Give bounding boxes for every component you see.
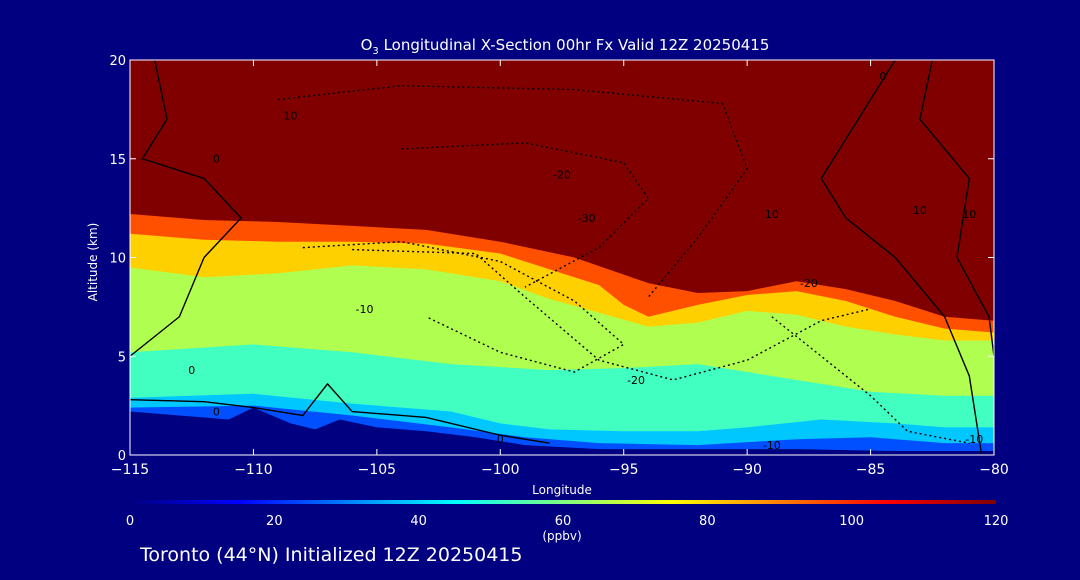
contour-label-3: -30 (578, 212, 596, 225)
colorbar-tick-label-5: 100 (839, 514, 864, 529)
plot-area: 10 0 -20 -30 -10 -20 -20 -10 10 0 0 0 10 10 0 -10 (130, 60, 994, 455)
contour-label-0: 10 (283, 109, 297, 122)
contour-label-1: 0 (213, 153, 220, 166)
contour-label-8: 10 (765, 208, 779, 221)
colorbar-tick-label-6: 120 (984, 514, 1009, 529)
x-tick-label-6: −85 (856, 462, 886, 478)
colorbar-ticks: 0 20 40 60 80 100 120 (126, 514, 1009, 529)
contour-label-9: 0 (188, 364, 195, 377)
x-tick-label-7: −80 (979, 462, 1009, 478)
colorbar-tick-label-3: 60 (555, 514, 572, 529)
contour-label-5: -20 (627, 374, 645, 387)
contour-line-4 (278, 84, 748, 298)
terrain-mask (130, 407, 994, 455)
y-tick-label-4: 20 (109, 54, 126, 69)
x-tick-label-0: −115 (111, 462, 149, 478)
contour-label-15: -10 (965, 433, 983, 446)
contour-label-10: 0 (213, 406, 220, 419)
title-o: O (361, 36, 373, 54)
x-tick-label-4: −95 (609, 462, 639, 478)
y-axis-label: Altitude (km) (86, 223, 100, 302)
title-sub: 3 (372, 46, 378, 57)
x-axis: −115 −110 −105 −100 −95 −90 −85 −80 (111, 60, 1009, 478)
contour-line-0 (130, 60, 243, 357)
y-axis: 0 5 10 15 20 (109, 54, 994, 464)
x-tick-label-3: −100 (481, 462, 519, 478)
contour-line-5 (401, 142, 650, 288)
x-tick-label-1: −110 (234, 462, 272, 478)
colorbar-tick-label-4: 80 (699, 514, 716, 529)
x-tick-label-5: −90 (732, 462, 762, 478)
contour-label-2: -20 (553, 169, 571, 182)
x-tick-label-2: −105 (358, 462, 396, 478)
contour-line-2 (820, 60, 983, 455)
contour-line-3 (919, 60, 994, 357)
chart-title: O3 Longitudinal X-Section 00hr Fx Valid … (361, 36, 770, 57)
contour-line-6 (302, 240, 625, 373)
y-tick-label-0: 0 (118, 449, 126, 464)
colorbar-tick-label-2: 40 (410, 514, 427, 529)
y-tick-label-1: 5 (118, 350, 126, 365)
x-axis-label: Longitude (532, 483, 592, 497)
y-tick-label-3: 15 (109, 153, 126, 168)
contour-label-13: 10 (913, 204, 927, 217)
colorbar-units: (ppbv) (542, 529, 581, 543)
ozone-bands (130, 214, 994, 455)
contour-label-14: 0 (879, 70, 886, 83)
contour-label-6: -20 (800, 277, 818, 290)
y-tick-label-2: 10 (109, 252, 126, 267)
footer-text: Toronto (44°N) Initialized 12Z 20250415 (139, 544, 523, 566)
contour-line-8 (771, 316, 970, 444)
contour-label-4: -10 (356, 303, 374, 316)
contour-label-11: 0 (497, 433, 504, 446)
colorbar-tick-label-1: 20 (266, 514, 283, 529)
contour-line-1 (130, 382, 550, 444)
colorbar-tick-label-0: 0 (126, 514, 134, 529)
contour-label-12: 10 (962, 208, 976, 221)
contour-lines: 10 0 -20 -30 -10 -20 -20 -10 10 0 0 0 10 10 0 -10 (130, 60, 994, 455)
contour-label-7: -10 (763, 439, 781, 452)
colorbar (130, 500, 996, 504)
title-rest: Longitudinal X-Section 00hr Fx Valid 12Z… (379, 36, 770, 54)
